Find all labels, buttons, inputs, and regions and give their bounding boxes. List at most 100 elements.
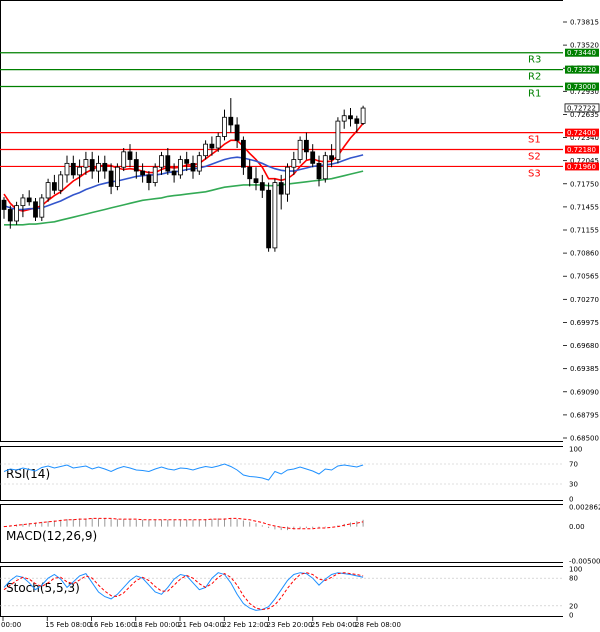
indicator-tick-label: 100: [569, 446, 582, 454]
indicator-tick-label: 30: [569, 481, 578, 489]
ma-line-0: [3, 122, 364, 212]
candle-bull: [272, 182, 278, 249]
level-tag-s1: 0.72400: [567, 129, 596, 137]
macd-panel: MACD(12,26,9) 0.002862 0.00 -0.005006: [3, 504, 600, 566]
time-tick-label: 15 Feb 08:00: [45, 621, 91, 629]
price-tick-label: 0.70860: [570, 250, 599, 258]
candle-bear: [316, 162, 322, 180]
rsi-line: [3, 463, 364, 481]
level-name-s2: S2: [528, 152, 541, 163]
price-tick-label: 0.69975: [570, 319, 599, 327]
candle-bull: [291, 159, 297, 168]
price-tick-label: 0.70565: [570, 273, 599, 281]
rsi-panel: RSI(14) 100 70 30 0: [0, 446, 582, 504]
level-tag-r3: 0.73440: [567, 49, 596, 57]
candle-bull: [222, 116, 227, 137]
candle-bear: [127, 151, 133, 160]
price-tick-label: 0.71750: [570, 180, 599, 188]
candle-bull: [14, 205, 20, 222]
candle-bull: [115, 166, 120, 187]
indicator-tick-label: 80: [569, 575, 578, 583]
indicator-tick-label: 0.00: [569, 523, 585, 531]
price-tick-label: 0.72635: [570, 111, 599, 119]
candle-bull: [341, 115, 347, 122]
level-name-r1: R1: [528, 89, 541, 100]
indicator-tick-label: 0: [569, 612, 573, 620]
candle-bear: [348, 115, 353, 120]
level-price-tags: 0.73440 0.73220 0.73000 0.72400 0.72180 0.719…: [565, 48, 599, 171]
candle-bull: [121, 151, 127, 168]
candle-bull: [45, 182, 51, 199]
candle-bear: [184, 159, 190, 164]
price-axis: 0.738150.735200.732250.729300.726350.723…: [563, 19, 599, 443]
level-tag-s2: 0.72180: [567, 146, 596, 154]
price-tick-label: 0.70270: [570, 296, 599, 304]
price-tick-label: 0.71155: [570, 227, 599, 235]
candle-bear: [33, 201, 38, 218]
candle-bear: [228, 116, 234, 126]
candle-bull: [322, 155, 328, 180]
ma-line-1: [3, 154, 364, 211]
indicator-tick-label: 100: [569, 566, 582, 574]
indicator-tick-label: 20: [569, 602, 578, 610]
candle-bear: [354, 118, 360, 124]
indicator-tick-label: 0.002862: [569, 504, 600, 512]
price-tick-label: 0.72930: [570, 88, 599, 96]
candle-bull: [58, 174, 64, 191]
level-tag-r1: 0.73000: [567, 83, 596, 91]
level-tag-box-r3: [565, 48, 599, 57]
time-tick-label: 18 Feb 00:00: [134, 621, 180, 629]
candle-bull: [335, 120, 341, 160]
candle-bear: [70, 162, 76, 176]
candle-bull: [297, 139, 303, 160]
candle-bear: [278, 182, 284, 195]
candle-bull: [96, 162, 101, 172]
price-tick-label: 0.69385: [570, 365, 599, 373]
time-tick-label: 28 Feb 08:00: [355, 621, 401, 629]
candle-bear: [190, 162, 196, 172]
level-name-s3: S3: [528, 168, 541, 179]
level-tag-box-r2: [565, 65, 599, 74]
macd-signal-line: [3, 517, 364, 530]
level-name-s1: S1: [528, 135, 541, 146]
time-tick-label: 21 Feb 04:00: [178, 621, 224, 629]
candle-bear: [26, 197, 32, 203]
time-tick-label: 22 Feb 12:00: [222, 621, 268, 629]
candle-bear: [146, 174, 152, 183]
moving-averages: [3, 122, 364, 226]
price-tick-label: 0.73520: [570, 42, 599, 50]
candle-bull: [83, 159, 89, 168]
candle-bear: [89, 159, 95, 172]
time-tick-label: 16 Feb 16:00: [90, 621, 136, 629]
candle-bull: [215, 136, 221, 149]
candle-bull: [196, 155, 202, 172]
candle-bear: [303, 139, 309, 153]
candle-bear: [329, 155, 335, 160]
candle-bull: [20, 197, 26, 207]
candle-bull: [64, 162, 70, 176]
candle-bull: [77, 166, 82, 176]
candle-bear: [171, 170, 177, 176]
candle-bear: [234, 124, 240, 141]
candle-bull: [152, 166, 158, 183]
level-name-r3: R3: [528, 55, 541, 66]
time-tick-label: 23 Feb 20:00: [267, 621, 313, 629]
price-tick-label: 0.68795: [570, 411, 599, 419]
price-tick-label: 0.68500: [570, 435, 599, 443]
stoch-label: Stoch(5,5,3): [6, 581, 80, 595]
candle-bear: [247, 166, 253, 180]
level-names: R3 R2 R1 S1 S2 S3: [528, 55, 541, 180]
level-tag-box-s1: [565, 128, 599, 137]
price-tick-label: 0.72340: [570, 134, 599, 142]
candle-bull: [360, 107, 366, 124]
macd-label: MACD(12,26,9): [6, 529, 97, 543]
level-tag-s3: 0.71960: [567, 163, 596, 171]
current-price-label: 0.72722: [567, 104, 596, 112]
candle-bear: [108, 170, 114, 187]
candle-bull: [177, 159, 183, 176]
candle-bear: [209, 143, 215, 149]
candle-bear: [140, 170, 146, 176]
candle-bull: [203, 143, 209, 157]
